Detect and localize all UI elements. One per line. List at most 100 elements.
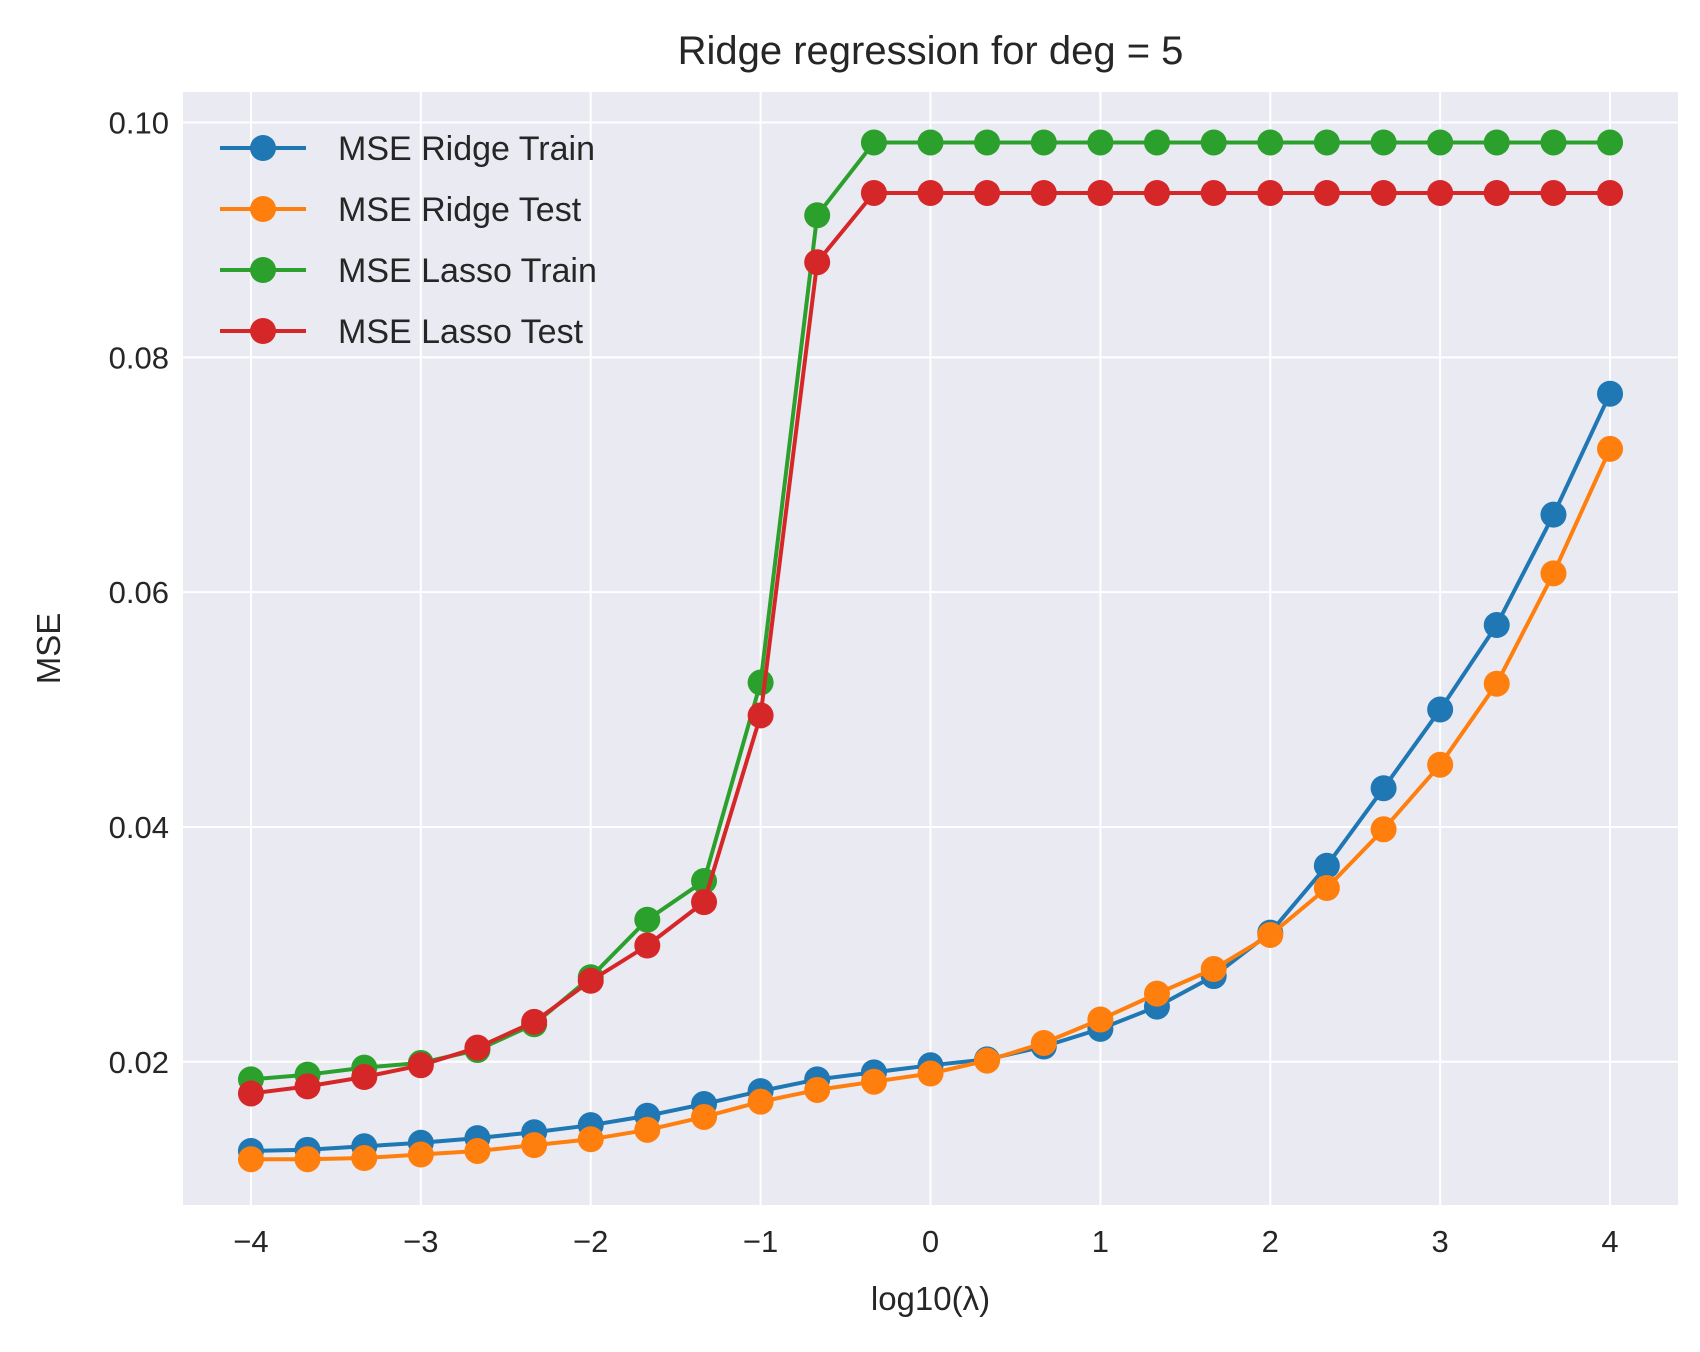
data-point [1427, 179, 1454, 206]
data-point [464, 1034, 491, 1061]
data-point [860, 1068, 887, 1095]
legend-marker [250, 318, 276, 344]
data-point [1427, 129, 1454, 156]
data-point [407, 1052, 434, 1079]
data-point [237, 1146, 264, 1173]
data-point [634, 932, 661, 959]
data-point [634, 906, 661, 933]
data-point [1313, 852, 1340, 879]
data-point [917, 129, 944, 156]
data-point [747, 669, 774, 696]
data-point [1257, 129, 1284, 156]
data-point [1540, 560, 1567, 587]
data-point [1257, 921, 1284, 948]
y-tick-label: 0.04 [109, 810, 169, 845]
data-point [1143, 129, 1170, 156]
x-tick-label: −4 [233, 1224, 268, 1259]
data-point [294, 1073, 321, 1100]
legend-label: MSE Ridge Train [338, 130, 595, 168]
data-point [1200, 956, 1227, 983]
legend-item: MSE Ridge Train [220, 130, 595, 168]
data-point [1313, 129, 1340, 156]
data-point [1143, 179, 1170, 206]
data-point [577, 1126, 604, 1153]
data-point [521, 1132, 548, 1159]
x-tick-label: 4 [1601, 1224, 1618, 1259]
x-tick-label: −1 [743, 1224, 778, 1259]
data-point [464, 1137, 491, 1164]
data-point [1370, 179, 1397, 206]
legend-label: MSE Ridge Test [338, 191, 582, 229]
data-point [1597, 179, 1624, 206]
data-point [1030, 129, 1057, 156]
data-point [1087, 179, 1114, 206]
y-axis-ticks: 0.02 0.04 0.06 0.08 0.10 [109, 106, 169, 1080]
legend-label: MSE Lasso Train [338, 252, 597, 290]
data-point [407, 1141, 434, 1168]
x-tick-label: 2 [1262, 1224, 1279, 1259]
data-point [1313, 875, 1340, 902]
data-point [917, 179, 944, 206]
data-point [1313, 179, 1340, 206]
data-point [1597, 380, 1624, 407]
data-point [1540, 179, 1567, 206]
data-point [1483, 612, 1510, 639]
legend-marker [250, 135, 276, 161]
y-tick-label: 0.08 [109, 340, 169, 375]
data-point [351, 1064, 378, 1091]
x-tick-label: 0 [922, 1224, 939, 1259]
data-point [974, 179, 1001, 206]
data-point [804, 1076, 831, 1103]
data-point [1030, 1029, 1057, 1056]
y-axis-label: MSE [30, 613, 67, 685]
data-point [1087, 1006, 1114, 1033]
data-point [1597, 435, 1624, 462]
x-axis-ticks: −4 −3 −2 −1 0 1 2 3 4 [233, 1224, 1618, 1259]
data-point [294, 1146, 321, 1173]
data-point [1200, 179, 1227, 206]
data-point [1540, 129, 1567, 156]
data-point [860, 179, 887, 206]
y-tick-label: 0.02 [109, 1045, 169, 1080]
series-layer [237, 129, 1624, 1173]
data-point [521, 1008, 548, 1035]
data-point [351, 1145, 378, 1172]
series-mse-ridge-test [237, 435, 1624, 1173]
data-point [691, 1103, 718, 1130]
legend-marker [250, 257, 276, 283]
data-point [634, 1116, 661, 1143]
data-point [691, 889, 718, 916]
legend: MSE Ridge Train MSE Ridge Test MSE Lasso T… [220, 130, 597, 351]
data-point [1597, 129, 1624, 156]
x-tick-label: −2 [573, 1224, 608, 1259]
legend-item: MSE Lasso Train [220, 252, 597, 290]
data-point [1257, 179, 1284, 206]
data-point [1370, 129, 1397, 156]
y-tick-label: 0.06 [109, 575, 169, 610]
data-point [974, 1047, 1001, 1074]
data-point [237, 1080, 264, 1107]
x-axis-label: log10(λ) [871, 1280, 990, 1317]
data-point [1030, 179, 1057, 206]
x-tick-label: 1 [1092, 1224, 1109, 1259]
legend-label: MSE Lasso Test [338, 313, 584, 351]
data-point [1483, 670, 1510, 697]
data-point [577, 967, 604, 994]
data-point [747, 702, 774, 729]
x-tick-label: −3 [403, 1224, 438, 1259]
data-point [1370, 775, 1397, 802]
data-point [1483, 179, 1510, 206]
y-tick-label: 0.10 [109, 106, 169, 141]
data-point [1143, 980, 1170, 1007]
legend-marker [250, 196, 276, 222]
data-point [917, 1060, 944, 1087]
x-tick-label: 3 [1432, 1224, 1449, 1259]
data-point [974, 129, 1001, 156]
data-point [1200, 129, 1227, 156]
data-point [804, 249, 831, 276]
data-point [1483, 129, 1510, 156]
data-point [747, 1088, 774, 1115]
data-point [1370, 816, 1397, 843]
